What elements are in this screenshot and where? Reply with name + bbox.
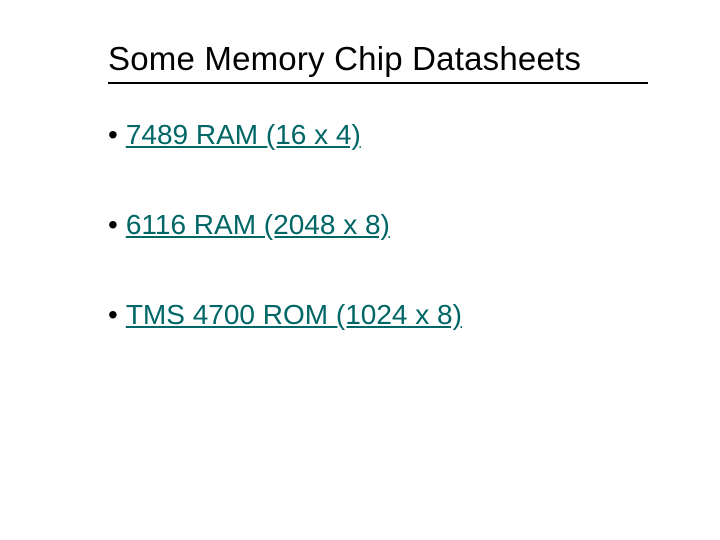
list-item: • 7489 RAM (16 x 4): [108, 118, 462, 152]
slide: Some Memory Chip Datasheets • 7489 RAM (…: [0, 0, 720, 540]
datasheet-link[interactable]: TMS 4700 ROM (1024 x 8): [126, 298, 462, 332]
bullet-dot-icon: •: [108, 118, 118, 152]
bullet-list: • 7489 RAM (16 x 4) • 6116 RAM (2048 x 8…: [108, 118, 462, 388]
page-title: Some Memory Chip Datasheets: [108, 40, 648, 78]
bullet-dot-icon: •: [108, 298, 118, 332]
title-container: Some Memory Chip Datasheets: [108, 40, 648, 84]
list-item: • TMS 4700 ROM (1024 x 8): [108, 298, 462, 332]
datasheet-link[interactable]: 6116 RAM (2048 x 8): [126, 208, 390, 242]
list-item: • 6116 RAM (2048 x 8): [108, 208, 462, 242]
datasheet-link[interactable]: 7489 RAM (16 x 4): [126, 118, 361, 152]
bullet-dot-icon: •: [108, 208, 118, 242]
